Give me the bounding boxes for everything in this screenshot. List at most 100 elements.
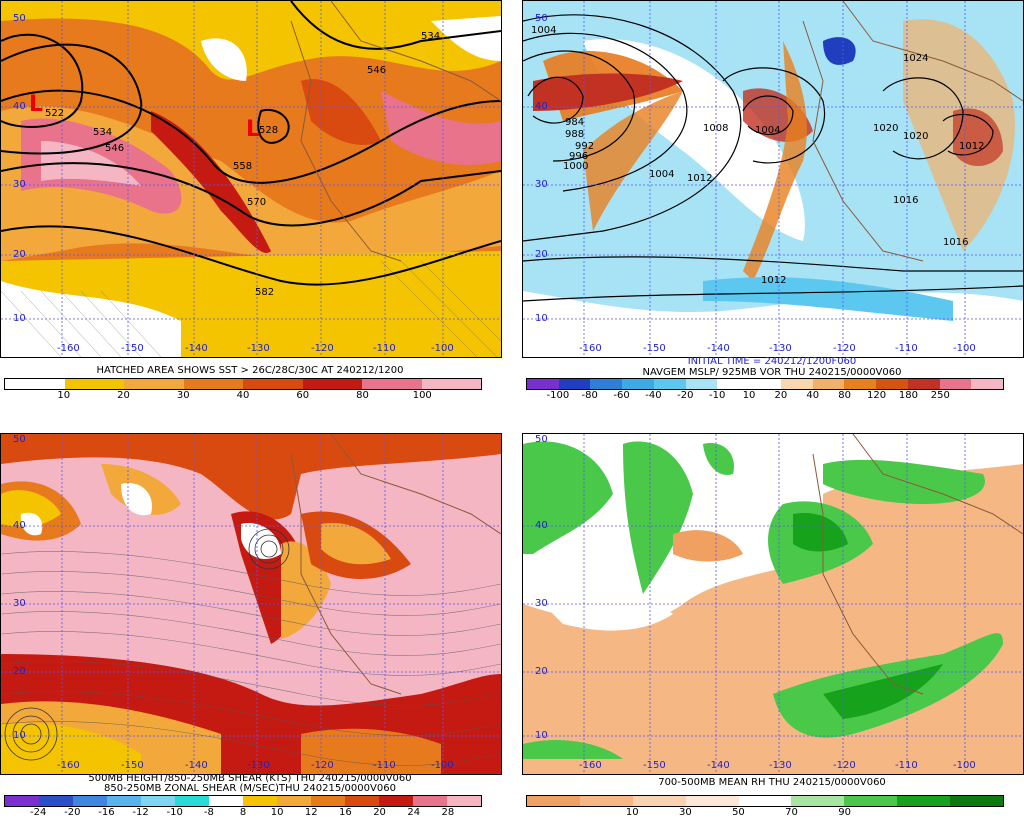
panel-mslp-vorticity: 1004 984 988 992 996 1000 1004 1008 1012…	[522, 0, 1024, 401]
panel-caption-line1: 500MB HEIGHT/850-250MB SHEAR (KTS) THU 2…	[88, 773, 412, 784]
lon-label: -130	[247, 343, 270, 354]
map-shear: 50 40 30 20 10 -160 -150 -140 -130 -120 …	[0, 433, 502, 775]
contour-label: 546	[105, 143, 125, 154]
colorbar-swatch	[812, 379, 845, 389]
contour-label: 1012	[959, 141, 985, 152]
colorbar-swatch	[39, 796, 73, 806]
lon-label: -140	[707, 343, 730, 354]
colorbar-swatch	[5, 796, 39, 806]
map-graphic	[1, 434, 501, 774]
colorbar-tick-label: 90	[838, 807, 852, 818]
map-graphic	[523, 1, 1023, 357]
colorbar-tick-label: 30	[176, 390, 190, 401]
lat-label: 10	[13, 730, 26, 741]
contour-label: 546	[367, 65, 387, 76]
colorbar-tick-label: 120	[866, 390, 887, 401]
colorbar-swatch	[243, 796, 277, 806]
contour-label: 570	[247, 197, 267, 208]
colorbar-swatch	[447, 796, 481, 806]
colorbar-tick-label: 50	[732, 807, 745, 818]
colorbar-tick-label: 60	[296, 390, 310, 401]
colorbar-tick-label: 80	[356, 390, 369, 401]
colorbar-swatch	[379, 796, 413, 806]
colorbar-swatch	[5, 379, 65, 389]
lat-label: 20	[535, 666, 548, 677]
colorbar-tick-label: 10	[742, 390, 756, 401]
colorbar-tick-label: -40	[645, 390, 662, 401]
colorbar-tick-label: 10	[270, 807, 284, 818]
lon-label: -130	[769, 343, 792, 354]
colorbar-swatch	[579, 796, 633, 806]
colorbar-swatch	[653, 379, 686, 389]
colorbar-swatch	[311, 796, 345, 806]
contour-label: 582	[255, 287, 275, 298]
lon-label: -100	[953, 760, 976, 771]
colorbar-swatch	[590, 379, 623, 389]
lon-label: -140	[185, 343, 208, 354]
colorbar-swatch	[738, 796, 792, 806]
panel-500mb-height: L L 522 534 546 534 546 558 570 582 528 …	[0, 0, 502, 401]
contour-label: 988	[565, 129, 585, 140]
lat-label: 20	[13, 666, 26, 677]
colorbar-swatch	[717, 379, 750, 389]
lat-label: 40	[535, 520, 548, 531]
colorbar-swatch	[950, 796, 1004, 806]
lat-label: 50	[535, 13, 548, 24]
colorbar-tick-label: -10	[166, 807, 183, 818]
colorbar-swatch	[844, 379, 877, 389]
colorbar-swatch	[897, 796, 951, 806]
lon-label: -100	[953, 343, 976, 354]
colorbar-tick-label: 24	[407, 807, 421, 818]
colorbar-swatch	[844, 796, 898, 806]
map-mslp-vorticity: 1004 984 988 992 996 1000 1004 1008 1012…	[522, 0, 1024, 358]
colorbar-tick-label: 250	[930, 390, 950, 401]
colorbar-swatch	[685, 796, 739, 806]
lon-label: -110	[373, 760, 396, 771]
contour-label: 1020	[903, 131, 929, 142]
lat-label: 50	[13, 13, 26, 24]
colorbar-swatch	[277, 796, 311, 806]
lon-label: -130	[247, 760, 270, 771]
colorbar-swatch	[175, 796, 209, 806]
panel-caption-line2: 850-250MB ZONAL SHEAR (M/SEC)THU 240215/…	[104, 783, 396, 794]
colorbar-tick-label: -16	[98, 807, 115, 818]
colorbar	[4, 378, 482, 390]
map-mean-rh: 50 40 30 20 10 -160 -150 -140 -130 -120 …	[522, 433, 1024, 775]
lon-label: -120	[311, 343, 334, 354]
contour-label: 1004	[755, 125, 781, 136]
map-graphic: L L	[1, 1, 501, 357]
colorbar-swatch	[622, 379, 654, 389]
colorbar-tick-label: -20	[677, 390, 694, 401]
lon-label: -150	[643, 343, 666, 354]
contour-label: 1004	[531, 25, 557, 36]
colorbar-swatch	[527, 796, 580, 806]
contour-label: 1008	[703, 123, 729, 134]
lat-label: 10	[535, 313, 548, 324]
lat-label: 30	[535, 598, 548, 609]
colorbar-tick-label: -100	[546, 390, 570, 401]
lat-label: 20	[535, 249, 548, 260]
lat-label: 30	[13, 179, 26, 190]
contour-label: 1012	[761, 275, 787, 286]
colorbar-swatch	[64, 379, 124, 389]
colorbar	[526, 378, 1004, 390]
svg-text:L: L	[29, 92, 43, 117]
contour-label: 1016	[943, 237, 969, 248]
colorbar-swatch	[421, 379, 481, 389]
lon-label: -160	[57, 760, 80, 771]
colorbar-swatch	[780, 379, 813, 389]
colorbar-tick-label: -8	[203, 807, 214, 818]
colorbar-tick-label: -24	[29, 807, 47, 818]
contour-label: 522	[45, 108, 65, 119]
colorbar-tick-label: 16	[339, 807, 352, 818]
colorbar-tick-label: -80	[581, 390, 598, 401]
lon-label: -150	[121, 760, 144, 771]
lon-label: -130	[769, 760, 792, 771]
svg-text:L: L	[246, 117, 260, 142]
contour-label: 1000	[563, 161, 589, 172]
colorbar-tick-label: 30	[678, 807, 692, 818]
colorbar-swatch	[749, 379, 781, 389]
colorbar-tick-label: 40	[236, 390, 250, 401]
contour-label: 984	[565, 117, 585, 128]
panel-mean-rh: 50 40 30 20 10 -160 -150 -140 -130 -120 …	[522, 419, 1024, 819]
